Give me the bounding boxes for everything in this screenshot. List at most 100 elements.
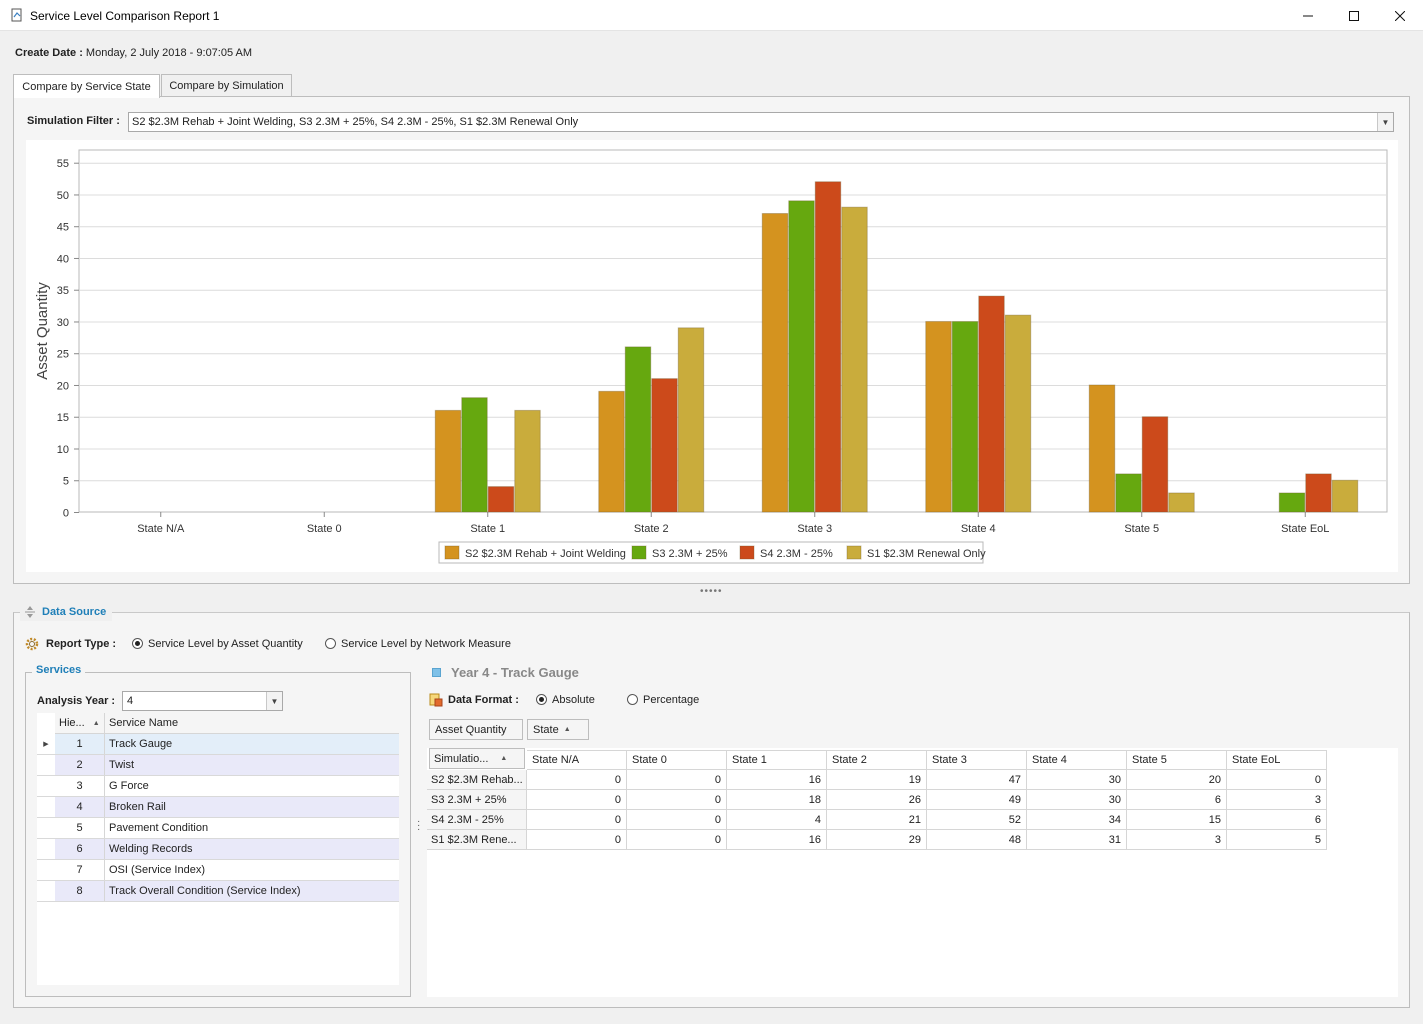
pivot-cell[interactable]: 6 [1127, 790, 1227, 810]
radio-asset-quantity[interactable]: Service Level by Asset Quantity [132, 638, 303, 650]
pivot-row-header[interactable]: S1 $2.3M Rene... [427, 830, 527, 850]
service-name-cell[interactable]: Track Overall Condition (Service Index) [105, 881, 399, 901]
analysis-year-combo[interactable]: 4 ▼ [122, 691, 283, 711]
service-row[interactable]: 2 Twist [37, 755, 399, 776]
pivot-cell[interactable]: 3 [1227, 790, 1327, 810]
pivot-column-header[interactable]: State 0 [627, 750, 727, 770]
minimize-button[interactable] [1285, 0, 1331, 31]
pivot-cell[interactable]: 52 [927, 810, 1027, 830]
service-row[interactable]: 6 Welding Records [37, 839, 399, 860]
pivot-cell[interactable]: 19 [827, 770, 927, 790]
service-name-cell[interactable]: OSI (Service Index) [105, 860, 399, 880]
panel-resize-handle[interactable]: · · · [417, 816, 421, 835]
pivot-cell[interactable]: 16 [727, 770, 827, 790]
service-row[interactable]: 8 Track Overall Condition (Service Index) [37, 881, 399, 902]
column-header-hierarchy[interactable]: Hie... ▲ [55, 713, 105, 734]
chevron-down-icon[interactable]: ▼ [1377, 113, 1393, 131]
pivot-cell[interactable]: 0 [527, 810, 627, 830]
tab-compare-by-service-state[interactable]: Compare by Service State [13, 74, 160, 98]
bar [1278, 492, 1306, 513]
pivot-column-header[interactable]: State 3 [927, 750, 1027, 770]
pivot-cell[interactable]: 49 [927, 790, 1027, 810]
pivot-column-header[interactable]: State EoL [1227, 750, 1327, 770]
service-name-cell[interactable]: Track Gauge [105, 734, 399, 754]
column-field-state[interactable]: State ▲ [527, 719, 589, 740]
radio-button[interactable] [325, 638, 336, 649]
pivot-cell[interactable]: 6 [1227, 810, 1327, 830]
service-hierarchy-cell[interactable]: 7 [55, 860, 105, 880]
pivot-column-header[interactable]: State 5 [1127, 750, 1227, 770]
pivot-cell[interactable]: 15 [1127, 810, 1227, 830]
radio-percentage[interactable]: Percentage [627, 694, 699, 706]
pivot-cell[interactable]: 21 [827, 810, 927, 830]
pivot-column-header[interactable]: State N/A [527, 750, 627, 770]
pivot-column-header[interactable]: State 4 [1027, 750, 1127, 770]
pivot-cell[interactable]: 0 [627, 770, 727, 790]
service-name-cell[interactable]: Pavement Condition [105, 818, 399, 838]
pivot-cell[interactable]: 0 [627, 810, 727, 830]
pivot-cell[interactable]: 26 [827, 790, 927, 810]
data-source-header[interactable]: Data Source [20, 603, 113, 621]
pivot-cell[interactable]: 0 [627, 790, 727, 810]
service-row[interactable]: 4 Broken Rail [37, 797, 399, 818]
pivot-cell[interactable]: 31 [1027, 830, 1127, 850]
pivot-cell[interactable]: 34 [1027, 810, 1127, 830]
service-hierarchy-cell[interactable]: 2 [55, 755, 105, 775]
splitter-handle[interactable]: ••••• [700, 586, 723, 597]
pivot-row-header[interactable]: S3 2.3M + 25% [427, 790, 527, 810]
service-hierarchy-cell[interactable]: 6 [55, 839, 105, 859]
pivot-cell[interactable]: 0 [527, 790, 627, 810]
radio-button[interactable] [627, 694, 638, 705]
maximize-button[interactable] [1331, 0, 1377, 31]
pivot-cell[interactable]: 5 [1227, 830, 1327, 850]
pivot-cell[interactable]: 0 [527, 830, 627, 850]
service-hierarchy-cell[interactable]: 3 [55, 776, 105, 796]
pivot-cell[interactable]: 47 [927, 770, 1027, 790]
radio-button-selected[interactable] [132, 638, 143, 649]
service-hierarchy-cell[interactable]: 4 [55, 797, 105, 817]
radio-button-selected[interactable] [536, 694, 547, 705]
pivot-cell[interactable]: 3 [1127, 830, 1227, 850]
data-field-asset-quantity[interactable]: Asset Quantity [429, 719, 523, 740]
window-title: Service Level Comparison Report 1 [30, 9, 220, 23]
column-header-service-name[interactable]: Service Name [105, 713, 399, 734]
pivot-cell[interactable]: 4 [727, 810, 827, 830]
bar [514, 409, 541, 513]
pivot-cell[interactable]: 30 [1027, 770, 1127, 790]
pivot-row-header[interactable]: S2 $2.3M Rehab... [427, 770, 527, 790]
services-title: Services [32, 664, 86, 676]
radio-network-measure[interactable]: Service Level by Network Measure [325, 638, 511, 650]
simulation-filter-combo[interactable]: S2 $2.3M Rehab + Joint Welding, S3 2.3M … [128, 112, 1394, 132]
pivot-column-header[interactable]: State 1 [727, 750, 827, 770]
service-row[interactable]: 3 G Force [37, 776, 399, 797]
column-header-label: State 0 [632, 754, 667, 766]
service-row[interactable]: 7 OSI (Service Index) [37, 860, 399, 881]
radio-absolute[interactable]: Absolute [536, 694, 595, 706]
service-name-cell[interactable]: G Force [105, 776, 399, 796]
pivot-cell-value: 15 [1208, 813, 1221, 826]
pivot-cell[interactable]: 0 [627, 830, 727, 850]
service-row[interactable]: ▶ 1 Track Gauge [37, 734, 399, 755]
chevron-down-icon[interactable]: ▼ [266, 692, 282, 710]
pivot-cell-value: 4 [814, 813, 821, 826]
row-field-simulation[interactable]: Simulatio... ▲ [429, 748, 525, 769]
service-hierarchy-cell[interactable]: 1 [55, 734, 105, 754]
tab-compare-by-simulation[interactable]: Compare by Simulation [161, 74, 292, 97]
service-row[interactable]: 5 Pavement Condition [37, 818, 399, 839]
pivot-cell[interactable]: 29 [827, 830, 927, 850]
pivot-cell[interactable]: 0 [1227, 770, 1327, 790]
pivot-cell[interactable]: 48 [927, 830, 1027, 850]
pivot-cell[interactable]: 16 [727, 830, 827, 850]
pivot-cell[interactable]: 0 [527, 770, 627, 790]
pivot-cell[interactable]: 30 [1027, 790, 1127, 810]
pivot-column-header[interactable]: State 2 [827, 750, 927, 770]
service-name-cell[interactable]: Twist [105, 755, 399, 775]
service-name-cell[interactable]: Welding Records [105, 839, 399, 859]
service-name-cell[interactable]: Broken Rail [105, 797, 399, 817]
pivot-row-header[interactable]: S4 2.3M - 25% [427, 810, 527, 830]
pivot-cell[interactable]: 18 [727, 790, 827, 810]
service-hierarchy-cell[interactable]: 8 [55, 881, 105, 901]
close-button[interactable] [1377, 0, 1423, 31]
pivot-cell[interactable]: 20 [1127, 770, 1227, 790]
service-hierarchy-cell[interactable]: 5 [55, 818, 105, 838]
